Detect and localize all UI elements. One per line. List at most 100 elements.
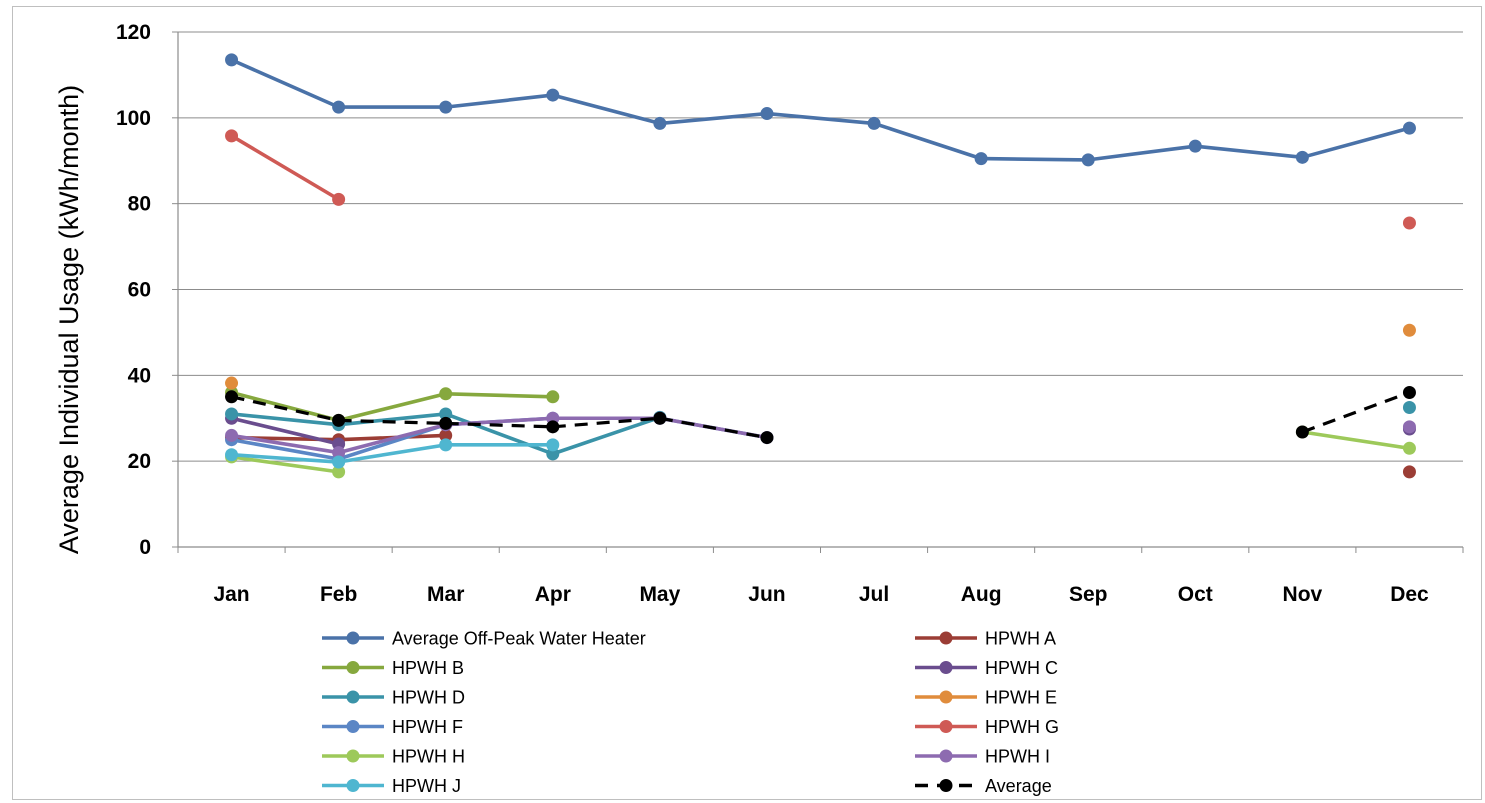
y-tick-label: 0 [139, 536, 151, 559]
data-point [332, 100, 346, 114]
legend-swatch-marker [939, 779, 953, 792]
series-line-segment [658, 111, 769, 126]
legend-item: HPWH A [915, 629, 1056, 649]
series-line-segment [445, 421, 553, 429]
legend-swatch-marker [939, 720, 953, 733]
data-point [974, 152, 988, 166]
series-line-segment [336, 443, 448, 464]
series-line-segment [1300, 430, 1412, 451]
x-tick-label: Feb [320, 583, 357, 606]
legend-swatch-marker [939, 749, 953, 763]
legend-swatch-marker [346, 631, 360, 645]
data-point [760, 431, 774, 445]
legend-item: HPWH E [915, 688, 1057, 708]
legend-swatch-marker [346, 749, 360, 763]
series-line-segment [552, 416, 661, 429]
y-tick-label: 40 [128, 364, 151, 387]
x-tick-label: Sep [1069, 583, 1108, 606]
data-point [332, 446, 346, 460]
legend-item: HPWH H [322, 747, 465, 767]
series-line-segment [443, 93, 555, 109]
data-point [225, 428, 239, 442]
legend-swatch-marker [346, 720, 360, 733]
data-point [225, 376, 239, 390]
data-point [225, 390, 239, 404]
series-line-segment [229, 455, 341, 474]
legend-swatch-marker [939, 690, 953, 704]
y-tick-label: 20 [128, 450, 151, 473]
data-point [332, 192, 346, 206]
data-point [653, 411, 667, 425]
legend-item: Average [915, 776, 1052, 796]
data-point [439, 428, 453, 442]
data-point [1402, 465, 1416, 479]
x-tick-label: Apr [535, 583, 571, 606]
series-line-segment [336, 422, 448, 455]
series-average-off-peak-water-heater [225, 53, 1416, 167]
data-point [1402, 441, 1416, 455]
data-point [439, 407, 453, 421]
data-point [225, 407, 239, 421]
data-point [546, 438, 560, 452]
legend-label: HPWH D [392, 688, 465, 708]
data-point [546, 390, 560, 404]
series-line-segment [872, 121, 983, 161]
series-line-segment [229, 416, 341, 446]
y-axis-label: Average Individual Usage (kWh/month) [54, 85, 84, 554]
data-point [546, 420, 560, 434]
data-point [1402, 386, 1416, 399]
series-line-segment [229, 437, 341, 461]
data-point [1402, 121, 1416, 135]
series-line-segment [229, 134, 341, 202]
series-line-segment [229, 452, 341, 464]
data-point [1402, 401, 1416, 415]
data-point [225, 448, 239, 462]
series-line-segment [231, 395, 339, 422]
legend-swatch-marker [939, 661, 953, 674]
legend-item: HPWH J [322, 776, 461, 796]
legend-item: HPWH I [915, 747, 1050, 767]
x-tick-label: Jan [213, 583, 249, 606]
data-point [332, 413, 346, 427]
series-line-segment [443, 416, 555, 427]
series-hpwh-e [225, 323, 1416, 390]
legend-label: HPWH G [985, 717, 1059, 737]
series-line-segment [336, 412, 448, 427]
data-point [439, 416, 453, 430]
data-point [1081, 153, 1095, 167]
legend-label: HPWH H [392, 747, 465, 767]
data-point [546, 447, 560, 461]
data-point [1295, 150, 1309, 164]
legend-item: HPWH G [915, 717, 1059, 737]
series-hpwh-g [225, 129, 1416, 230]
x-tick-label: Nov [1283, 583, 1323, 606]
series-line-segment [1300, 126, 1412, 160]
legend-label: HPWH B [392, 658, 464, 678]
legend-item: Average Off-Peak Water Heater [322, 629, 646, 649]
series-line-segment [550, 415, 662, 456]
series-line-segment [1086, 144, 1198, 162]
legend-label: Average Off-Peak Water Heater [392, 629, 646, 649]
series-average [225, 386, 1416, 445]
legend-swatch-marker [346, 779, 360, 792]
x-tick-label: Aug [961, 583, 1002, 606]
series-line-segment [229, 412, 341, 427]
data-point [439, 387, 453, 401]
data-point [439, 100, 453, 114]
y-tick-label: 100 [116, 107, 151, 130]
series-line-segment [659, 416, 768, 440]
x-tick-label: Oct [1178, 583, 1213, 606]
series-line-segment [336, 391, 448, 423]
legend-label: HPWH C [985, 658, 1058, 678]
series-line-segment [979, 156, 1091, 162]
data-point [1402, 216, 1416, 230]
legend-swatch-marker [346, 690, 360, 704]
data-point [332, 455, 346, 469]
y-tick-label: 120 [116, 21, 151, 44]
y-tick-label: 80 [128, 193, 151, 216]
series-line-segment [229, 58, 341, 109]
legend-label: HPWH E [985, 688, 1057, 708]
data-point [332, 465, 346, 479]
x-tick-label: Jun [748, 583, 785, 606]
